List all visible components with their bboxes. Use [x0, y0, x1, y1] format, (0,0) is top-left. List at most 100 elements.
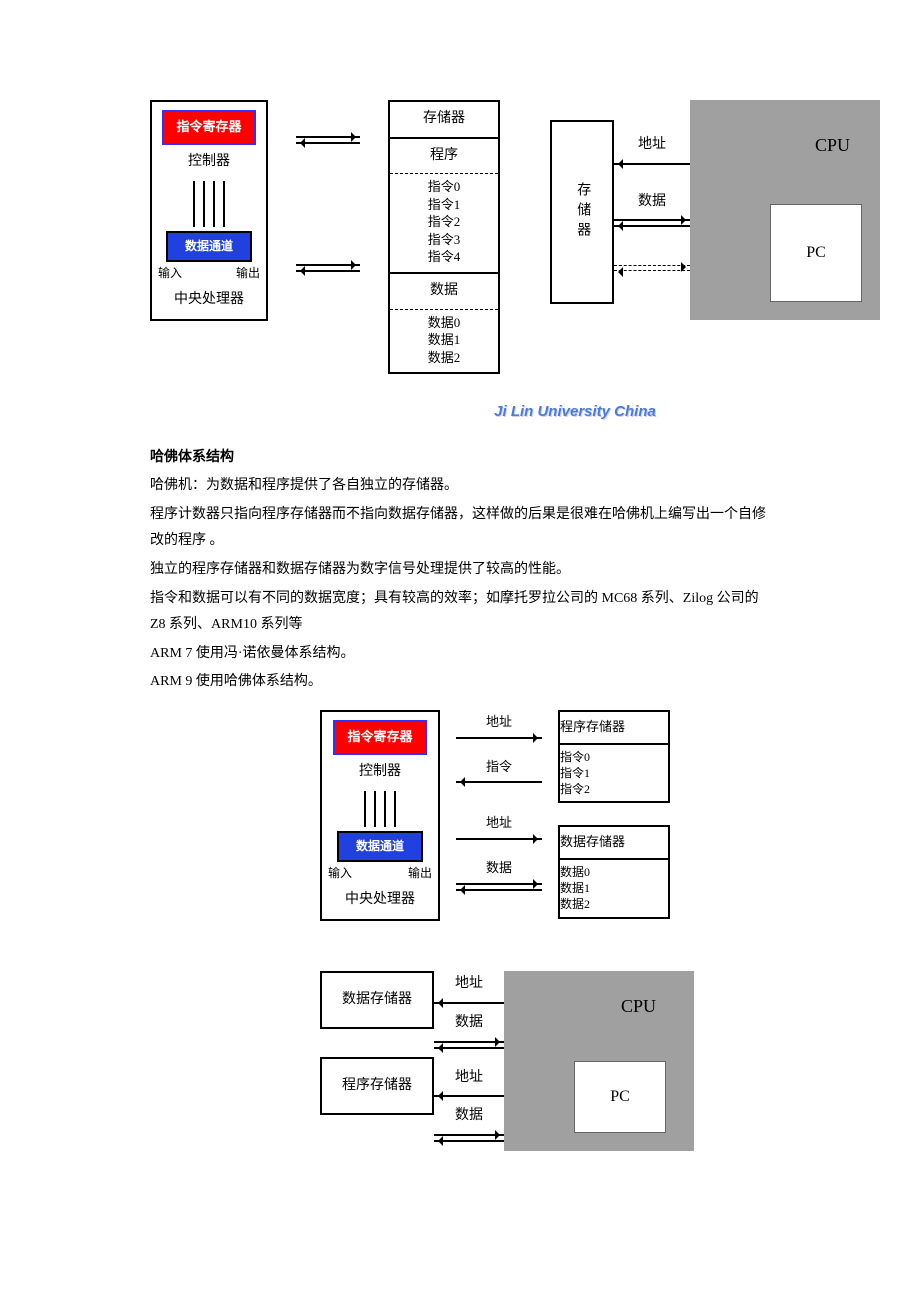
memory-box: 存储器 程序 指令0 指令1 指令2 指令3 指令4 数据 数据0 数据1 数据…	[388, 100, 500, 374]
paragraph: 程序计数器只指向程序存储器而不指向数据存储器，这样做的后果是很难在哈佛机上编写出…	[150, 502, 770, 555]
bus-lines-icon	[193, 181, 225, 227]
cpu-caption: 中央处理器	[345, 887, 415, 914]
cpu-label: CPU	[815, 128, 850, 162]
input-label: 输入	[158, 262, 182, 285]
instruction-label: 指令	[486, 755, 512, 780]
list-item: 指令1	[560, 765, 668, 781]
data-label: 数据	[486, 856, 512, 881]
address-label: 地址	[455, 971, 483, 998]
memory-column: 程序存储器 指令0 指令1 指令2 数据存储器 数据0 数据1 数据2	[558, 710, 670, 919]
arrow-icon	[456, 883, 542, 885]
instruction-register: 指令寄存器	[333, 720, 427, 755]
list-item: 数据2	[560, 896, 668, 912]
address-label: 地址	[486, 811, 512, 836]
section-heading: 哈佛体系结构	[150, 445, 770, 472]
data-memory-box: 数据存储器	[320, 971, 434, 1029]
cpu-gray-box: CPU PC	[504, 971, 694, 1151]
output-label: 输出	[408, 862, 432, 885]
list-item: 指令1	[390, 196, 498, 214]
data-memory-box: 数据存储器 数据0 数据1 数据2	[558, 825, 670, 918]
data-label: 数据	[455, 1010, 483, 1037]
memory-vertical-box: 存储器	[550, 120, 614, 304]
list-item: 指令2	[560, 781, 668, 797]
arrow-icon	[614, 225, 690, 227]
pc-box: PC	[574, 1061, 666, 1133]
arrow-icon	[296, 142, 360, 144]
list-item: 指令0	[560, 749, 668, 765]
arrow-icon	[456, 737, 542, 739]
list-item: 数据1	[390, 331, 498, 349]
arrow-icon	[434, 1002, 504, 1004]
arrow-icon	[296, 264, 360, 266]
harvard-cpu-diagram: 数据存储器 程序存储器 地址 数据 地址 数据 CPU PC	[320, 971, 770, 1151]
list-item: 指令0	[390, 178, 498, 196]
cpu-box: 指令寄存器 控制器 数据通道 输入 输出 中央处理器	[320, 710, 440, 921]
data-channel: 数据通道	[166, 231, 252, 262]
cpu-label: CPU	[621, 989, 656, 1023]
controller-label: 控制器	[188, 149, 230, 176]
controller-label: 控制器	[359, 759, 401, 786]
arrow-icon	[296, 136, 360, 138]
arrow-icon	[614, 163, 690, 165]
arrow-group	[296, 100, 360, 272]
von-neumann-diagram: 指令寄存器 控制器 数据通道 输入 输出 中央处理器 存储器 程	[150, 100, 770, 374]
data-section: 数据	[390, 274, 498, 310]
paragraph: ARM 9 使用哈佛体系结构。	[150, 669, 770, 696]
output-label: 输出	[236, 262, 260, 285]
arrow-icon	[434, 1140, 504, 1142]
arrow-icon	[434, 1041, 504, 1043]
arrow-icon	[456, 838, 542, 840]
list-item: 指令2	[390, 213, 498, 231]
body-text: 哈佛体系结构 哈佛机：为数据和程序提供了各自独立的存储器。 程序计数器只指向程序…	[150, 445, 770, 696]
arrow-column: 地址 数据 地址 数据	[434, 971, 504, 1141]
arrow-dashed-icon	[614, 265, 690, 266]
list-item: 数据1	[560, 880, 668, 896]
vn-right-group: 存储器 地址 数据 CPU PC	[550, 100, 880, 320]
memory-header: 存储器	[390, 102, 498, 139]
cpu-caption: 中央处理器	[174, 287, 244, 314]
data-label: 数据	[638, 189, 666, 216]
address-label: 地址	[455, 1065, 483, 1092]
paragraph: 指令和数据可以有不同的数据宽度；具有较高的效率；如摩托罗拉公司的 MC68 系列…	[150, 586, 770, 639]
arrow-icon	[434, 1047, 504, 1049]
arrow-icon	[456, 889, 542, 891]
data-channel: 数据通道	[337, 831, 423, 862]
prog-mem-title: 程序存储器	[558, 710, 670, 745]
paragraph: ARM 7 使用冯·诺依曼体系结构。	[150, 641, 770, 668]
instruction-list: 指令0 指令1 指令2 指令3 指令4	[390, 174, 498, 274]
arrow-icon	[296, 270, 360, 272]
harvard-diagram: 指令寄存器 控制器 数据通道 输入 输出 中央处理器 地址 指令 地址 数据 程…	[320, 710, 770, 921]
university-credit: Ji Lin University China	[380, 398, 770, 427]
list-item: 数据0	[390, 314, 498, 332]
arrow-column: 地址 指令 地址 数据	[456, 710, 542, 891]
paragraph: 哈佛机：为数据和程序提供了各自独立的存储器。	[150, 473, 770, 500]
arrow-icon	[614, 219, 690, 221]
arrow-icon	[456, 781, 542, 783]
input-label: 输入	[328, 862, 352, 885]
arrow-column: 地址 数据	[614, 100, 690, 271]
data-mem-title: 数据存储器	[558, 825, 670, 860]
io-labels: 输入 输出	[328, 862, 432, 885]
vn-left-group: 指令寄存器 控制器 数据通道 输入 输出 中央处理器 存储器 程	[150, 100, 500, 374]
bus-lines-icon	[364, 791, 396, 827]
arrow-icon	[434, 1134, 504, 1136]
instruction-register: 指令寄存器	[162, 110, 256, 145]
list-item: 数据0	[560, 864, 668, 880]
list-item: 指令4	[390, 248, 498, 266]
list-item: 数据2	[390, 349, 498, 367]
program-section: 程序	[390, 139, 498, 175]
arrow-icon	[434, 1095, 504, 1097]
address-label: 地址	[638, 132, 666, 159]
data-list: 数据0 数据1 数据2	[390, 310, 498, 373]
memory-column: 数据存储器 程序存储器	[320, 971, 434, 1115]
cpu-box: 指令寄存器 控制器 数据通道 输入 输出 中央处理器	[150, 100, 268, 321]
pc-box: PC	[770, 204, 862, 302]
data-label: 数据	[455, 1103, 483, 1130]
address-label: 地址	[486, 710, 512, 735]
io-labels: 输入 输出	[158, 262, 260, 285]
arrow-dashed-icon	[614, 270, 690, 271]
program-memory-box: 程序存储器 指令0 指令1 指令2	[558, 710, 670, 803]
cpu-gray-box: CPU PC	[690, 100, 880, 320]
program-memory-box: 程序存储器	[320, 1057, 434, 1115]
paragraph: 独立的程序存储器和数据存储器为数字信号处理提供了较高的性能。	[150, 557, 770, 584]
